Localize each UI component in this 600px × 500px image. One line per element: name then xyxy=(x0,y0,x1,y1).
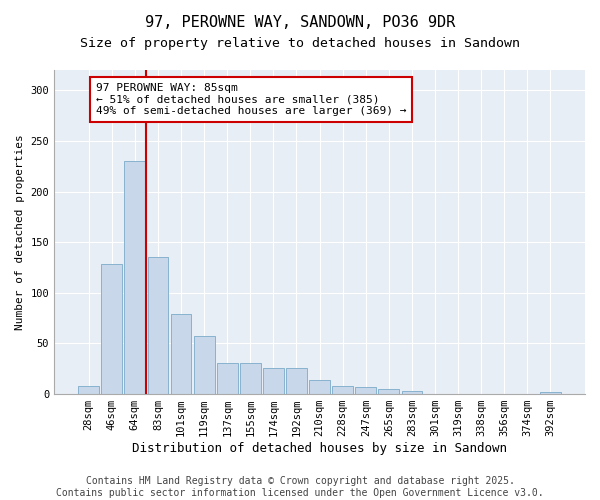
Bar xyxy=(240,362,261,394)
Bar xyxy=(78,386,99,394)
Text: Contains HM Land Registry data © Crown copyright and database right 2025.
Contai: Contains HM Land Registry data © Crown c… xyxy=(56,476,544,498)
Bar xyxy=(170,314,191,394)
Bar xyxy=(148,258,169,394)
Bar xyxy=(194,336,215,394)
Bar xyxy=(217,362,238,394)
Text: 97, PEROWNE WAY, SANDOWN, PO36 9DR: 97, PEROWNE WAY, SANDOWN, PO36 9DR xyxy=(145,15,455,30)
Bar xyxy=(309,380,330,394)
Bar xyxy=(332,386,353,394)
Bar xyxy=(355,387,376,394)
Bar xyxy=(379,389,399,394)
Bar xyxy=(401,391,422,394)
Text: Size of property relative to detached houses in Sandown: Size of property relative to detached ho… xyxy=(80,38,520,51)
Bar xyxy=(540,392,561,394)
Y-axis label: Number of detached properties: Number of detached properties xyxy=(15,134,25,330)
Bar xyxy=(101,264,122,394)
Text: 97 PEROWNE WAY: 85sqm
← 51% of detached houses are smaller (385)
49% of semi-det: 97 PEROWNE WAY: 85sqm ← 51% of detached … xyxy=(95,83,406,116)
Bar xyxy=(124,161,145,394)
Bar xyxy=(286,368,307,394)
X-axis label: Distribution of detached houses by size in Sandown: Distribution of detached houses by size … xyxy=(132,442,507,455)
Bar xyxy=(263,368,284,394)
